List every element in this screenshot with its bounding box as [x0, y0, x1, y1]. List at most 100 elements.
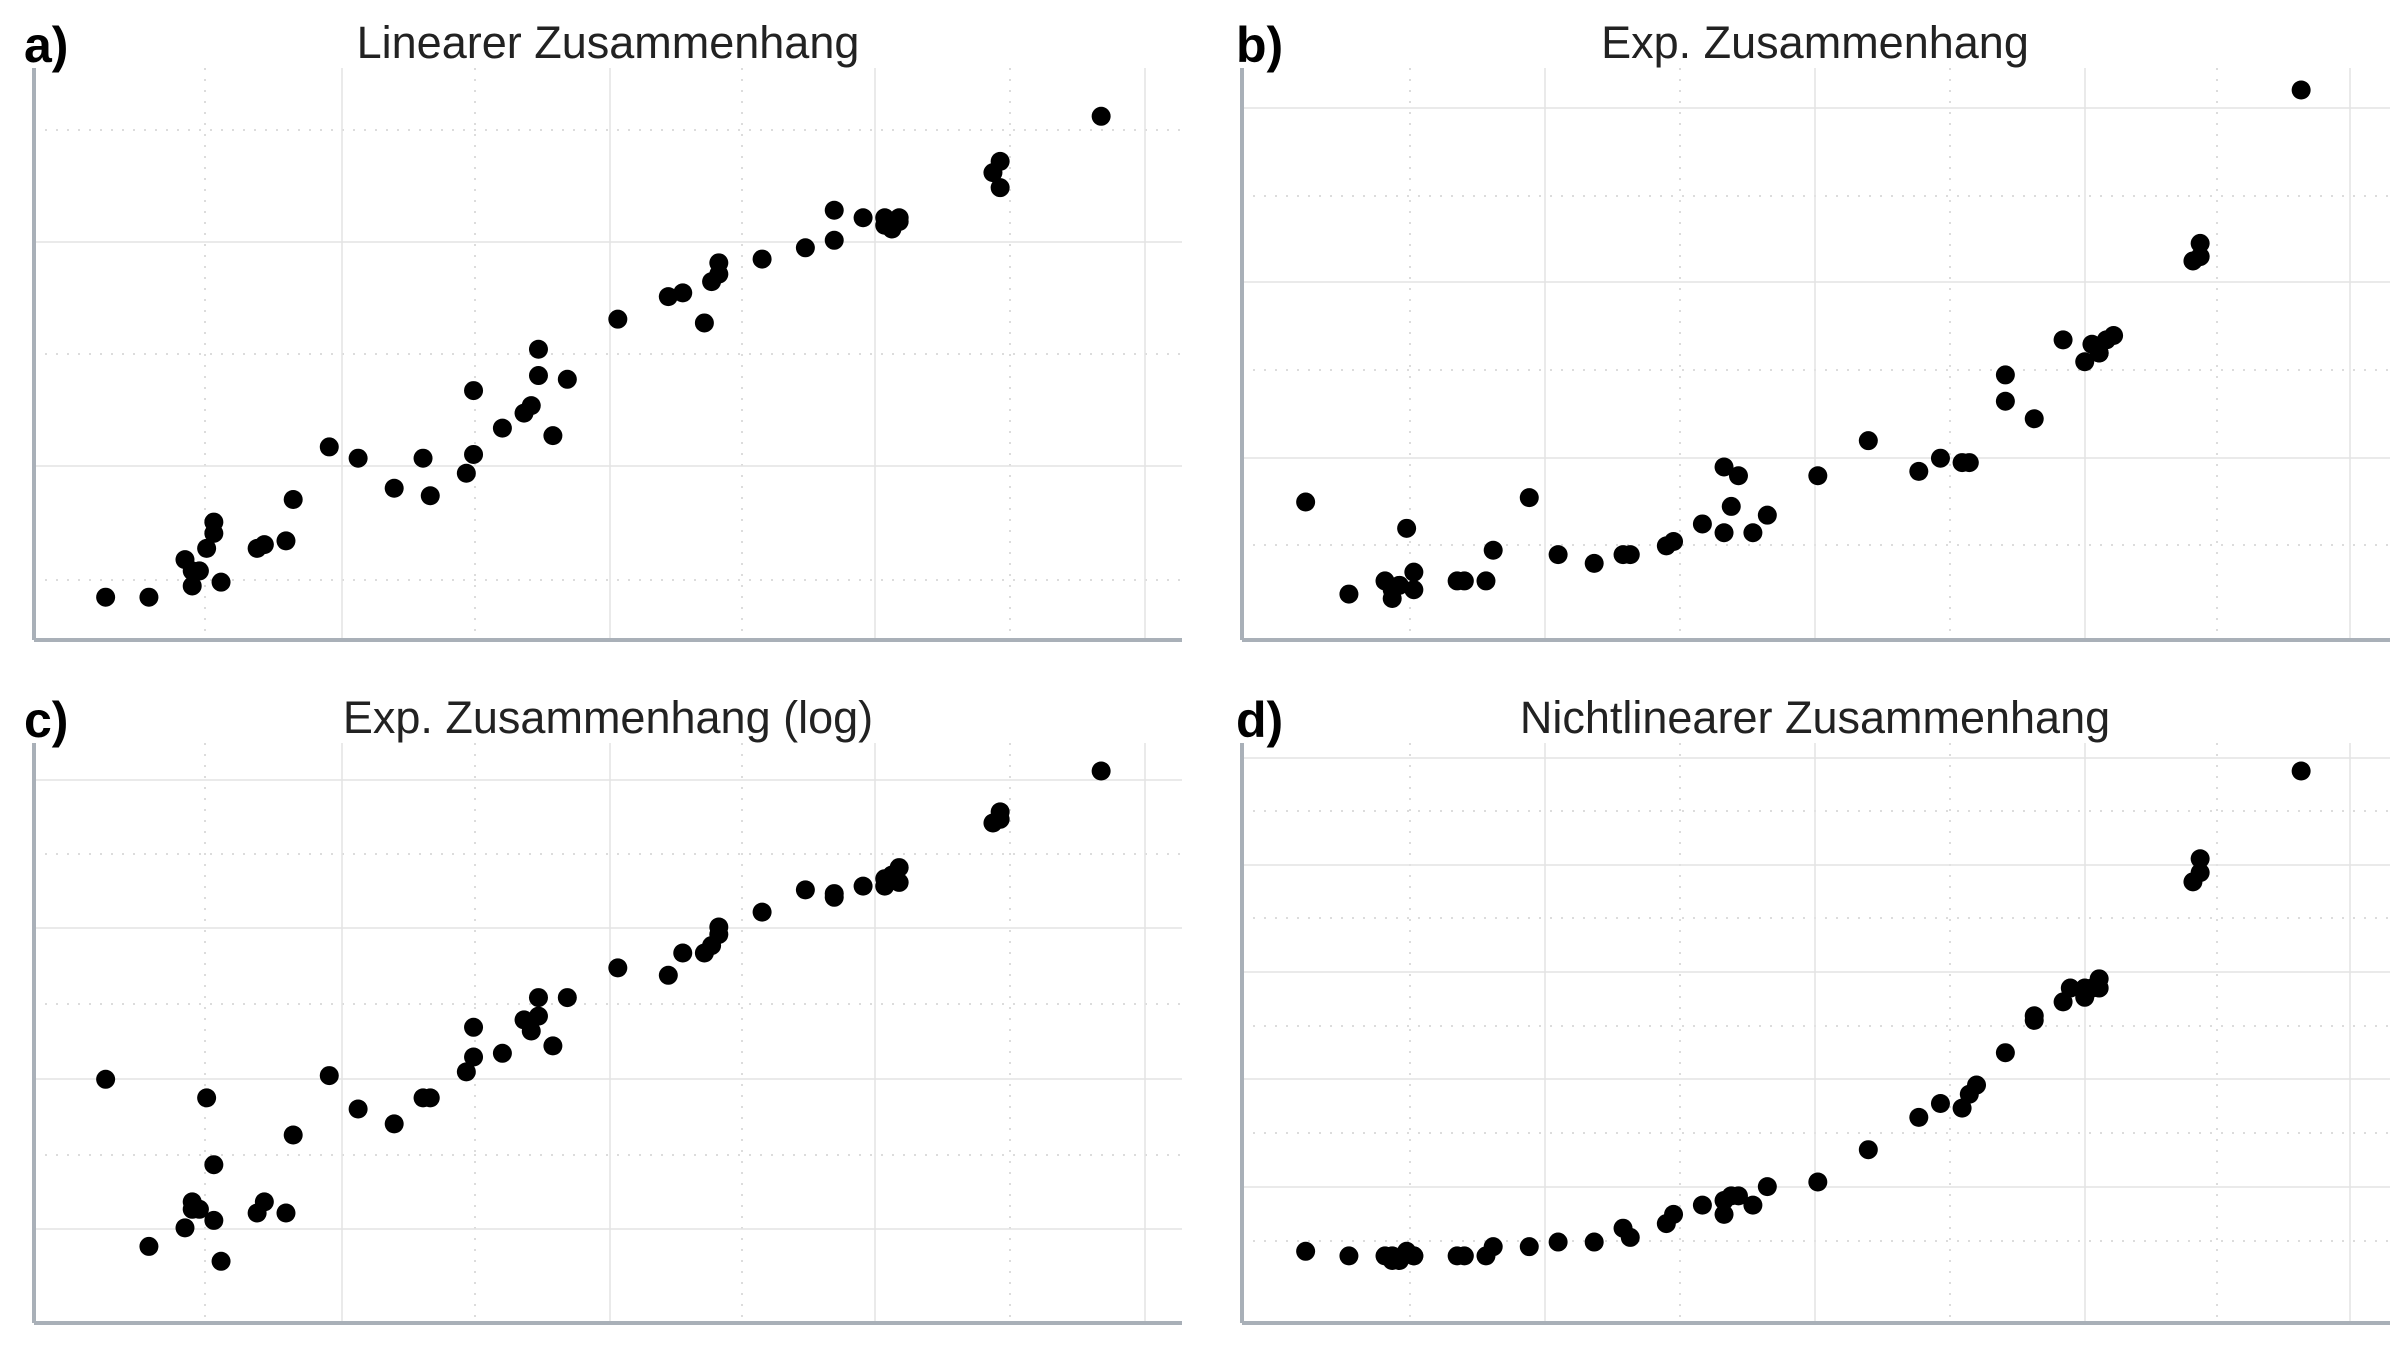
data-point [1714, 457, 1734, 477]
data-point [1757, 505, 1777, 525]
data-point [521, 1021, 541, 1041]
data-point [1548, 1232, 1568, 1252]
data-point [2104, 325, 2124, 345]
data-point [658, 287, 678, 307]
data-point [175, 1218, 195, 1238]
data-point [2190, 233, 2210, 253]
panel-label: c) [24, 692, 68, 748]
data-point [1548, 545, 1568, 565]
data-point [528, 366, 548, 386]
data-point [204, 512, 224, 532]
data-point [96, 587, 116, 607]
data-point [528, 1006, 548, 1026]
data-point [1714, 523, 1734, 543]
data-point [1728, 1186, 1748, 1206]
data-point [139, 587, 159, 607]
data-point [709, 264, 729, 284]
data-point [1930, 448, 1950, 468]
data-point [1808, 466, 1828, 486]
data-point [557, 988, 577, 1008]
data-point [1389, 575, 1409, 595]
data-point [673, 283, 693, 303]
data-point [543, 426, 563, 446]
data-point [1339, 1246, 1359, 1266]
panel-label: b) [1236, 17, 1283, 73]
data-point [139, 1236, 159, 1256]
data-point [1584, 553, 1604, 573]
data-point [1584, 1232, 1604, 1252]
data-point [990, 151, 1010, 171]
chart-c: c) Exp. Zusammenhang (log) [24, 692, 1182, 1325]
data-point [2291, 80, 2311, 100]
data-point [492, 418, 512, 438]
data-point [658, 965, 678, 985]
data-point [197, 1088, 217, 1108]
data-point [752, 249, 772, 269]
data-point [204, 1155, 224, 1175]
chart-d: d) Nichtlinearer Zusammenhang [1236, 692, 2390, 1325]
panel-label: d) [1236, 692, 1283, 748]
data-point [1967, 1075, 1987, 1095]
data-point [276, 1203, 296, 1223]
data-point [420, 1088, 440, 1108]
data-point [795, 238, 815, 258]
data-point [2089, 969, 2109, 989]
data-point [557, 369, 577, 389]
data-point [1483, 1237, 1503, 1257]
data-point [990, 802, 1010, 822]
data-point [528, 988, 548, 1008]
data-point [254, 535, 274, 555]
chart-title: Exp. Zusammenhang (log) [343, 692, 873, 743]
data-point [1959, 453, 1979, 473]
data-point [1404, 562, 1424, 582]
data-point [1664, 531, 1684, 551]
data-point [211, 572, 231, 592]
data-point [384, 478, 404, 498]
data-point [1476, 571, 1496, 591]
data-point [528, 339, 548, 359]
data-point [853, 208, 873, 228]
data-point [1930, 1094, 1950, 1114]
data-point [1519, 1237, 1539, 1257]
data-point [2024, 409, 2044, 429]
data-point [752, 902, 772, 922]
chart-title: Exp. Zusammenhang [1601, 17, 2029, 68]
data-point [1404, 1246, 1424, 1266]
data-point [709, 917, 729, 937]
data-point [1995, 391, 2015, 411]
data-point [889, 212, 909, 231]
data-point [283, 490, 303, 510]
data-point [1721, 496, 1741, 516]
data-point [1995, 365, 2015, 385]
data-point [319, 1066, 339, 1086]
data-point [1995, 1043, 2015, 1063]
data-point [2024, 1006, 2044, 1026]
data-point [2053, 330, 2073, 350]
data-point [189, 561, 209, 581]
data-point [1620, 1227, 1640, 1247]
data-point [1091, 106, 1111, 126]
data-point [824, 230, 844, 250]
data-point [2190, 863, 2210, 883]
data-point [384, 1114, 404, 1134]
data-point [464, 381, 484, 401]
data-point [1692, 514, 1712, 534]
chart-b: b) Exp. Zusammenhang [1236, 17, 2390, 642]
data-point [1091, 761, 1111, 781]
data-point [464, 444, 484, 464]
data-point [608, 958, 628, 978]
data-point [1339, 584, 1359, 604]
data-point [1909, 461, 1929, 481]
data-point [319, 437, 339, 457]
data-point [1296, 492, 1316, 512]
data-point [1858, 431, 1878, 451]
chart-a: a) Linearer Zusammenhang [24, 17, 1182, 642]
data-point [2190, 247, 2210, 267]
data-point [456, 1062, 476, 1082]
data-point [197, 538, 217, 558]
data-point [348, 448, 368, 468]
data-point [1454, 1246, 1474, 1266]
data-point [464, 1047, 484, 1067]
data-point [348, 1099, 368, 1119]
data-point [283, 1125, 303, 1145]
